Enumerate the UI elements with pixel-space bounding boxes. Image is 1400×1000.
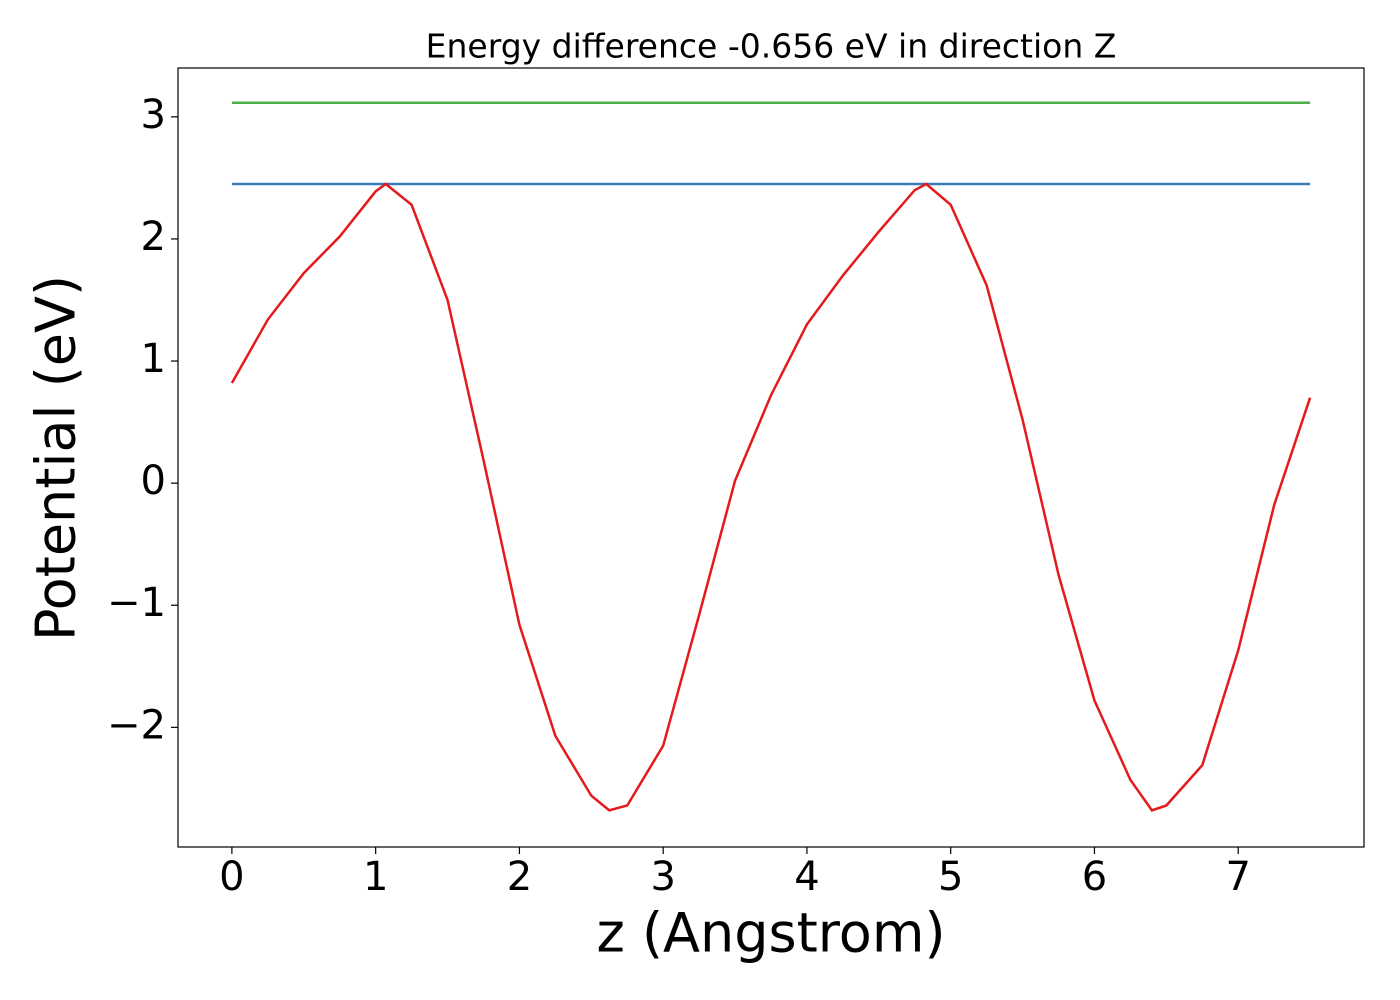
x-tick-label: 2 <box>507 854 532 900</box>
y-tick-label: 3 <box>141 92 166 138</box>
x-axis-label: z (Angstrom) <box>596 902 945 965</box>
y-tick-label: −2 <box>107 702 166 748</box>
y-tick-label: 0 <box>141 458 166 504</box>
x-tick-label: 3 <box>650 854 675 900</box>
data-line <box>230 182 1312 812</box>
x-tick-label: 4 <box>794 854 819 900</box>
chart-title: Energy difference -0.656 eV in direction… <box>426 27 1117 66</box>
x-tick-label: 5 <box>938 854 963 900</box>
x-tick-label: 0 <box>219 854 244 900</box>
x-tick-label: 1 <box>363 854 388 900</box>
y-tick-label: 1 <box>141 336 166 382</box>
plot-frame <box>177 67 1365 848</box>
x-tick-label: 7 <box>1225 854 1250 900</box>
y-axis-label: Potential (eV) <box>25 275 88 641</box>
y-tick-label: 2 <box>141 214 166 260</box>
y-tick-label: −1 <box>107 580 166 626</box>
x-tick-label: 6 <box>1082 854 1107 900</box>
